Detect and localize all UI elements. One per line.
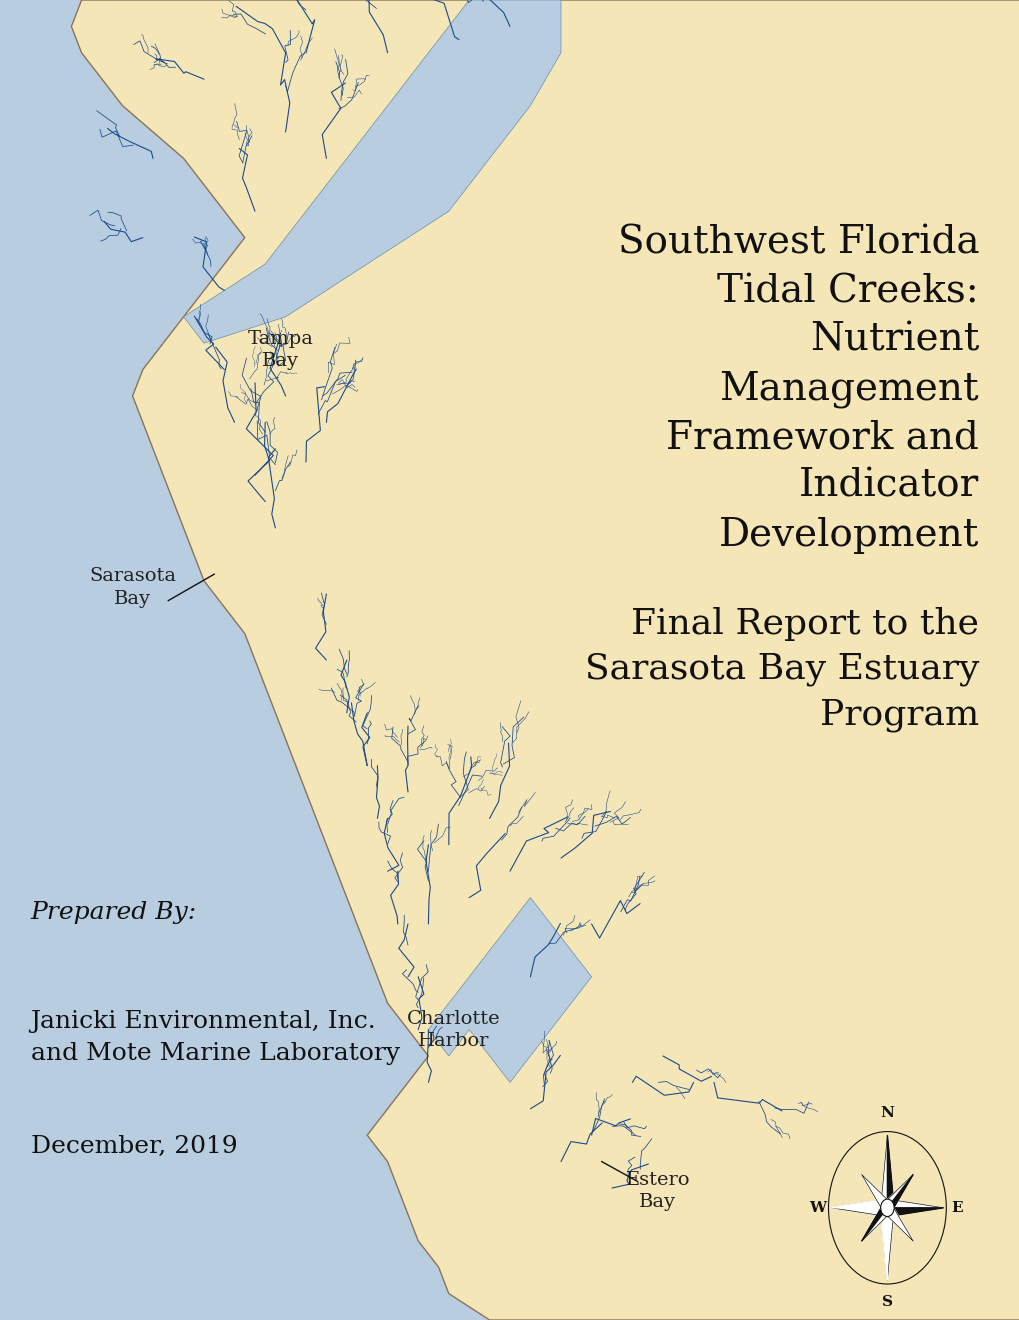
Circle shape: [879, 1199, 894, 1217]
Text: S: S: [881, 1295, 892, 1309]
Text: W: W: [809, 1201, 825, 1214]
Polygon shape: [887, 1175, 912, 1213]
Text: Sarasota
Bay: Sarasota Bay: [89, 568, 176, 607]
Text: Charlotte
Harbor: Charlotte Harbor: [407, 1010, 500, 1049]
Polygon shape: [879, 1208, 894, 1280]
Polygon shape: [887, 1208, 943, 1217]
Text: E: E: [950, 1201, 962, 1214]
Polygon shape: [183, 0, 560, 343]
Polygon shape: [879, 1135, 894, 1208]
Polygon shape: [428, 898, 591, 1082]
Text: Final Report to the
Sarasota Bay Estuary
Program: Final Report to the Sarasota Bay Estuary…: [584, 607, 978, 731]
Polygon shape: [882, 1203, 912, 1241]
Polygon shape: [879, 1208, 887, 1280]
Polygon shape: [830, 1199, 887, 1217]
Polygon shape: [882, 1175, 912, 1213]
Text: December, 2019: December, 2019: [31, 1135, 237, 1158]
Text: Estero
Bay: Estero Bay: [625, 1171, 690, 1210]
Text: Southwest Florida
Tidal Creeks:
Nutrient
Management
Framework and
Indicator
Deve: Southwest Florida Tidal Creeks: Nutrient…: [616, 224, 978, 553]
Text: Janicki Environmental, Inc.
and Mote Marine Laboratory: Janicki Environmental, Inc. and Mote Mar…: [31, 1010, 399, 1065]
Polygon shape: [861, 1203, 891, 1241]
Polygon shape: [71, 0, 1019, 1320]
Polygon shape: [887, 1135, 894, 1208]
Text: Prepared By:: Prepared By:: [31, 902, 197, 924]
Polygon shape: [830, 1199, 887, 1208]
Polygon shape: [861, 1203, 887, 1241]
Polygon shape: [861, 1175, 891, 1213]
Text: Tampa
Bay: Tampa Bay: [248, 330, 313, 370]
Text: N: N: [879, 1106, 894, 1121]
Polygon shape: [887, 1199, 943, 1217]
